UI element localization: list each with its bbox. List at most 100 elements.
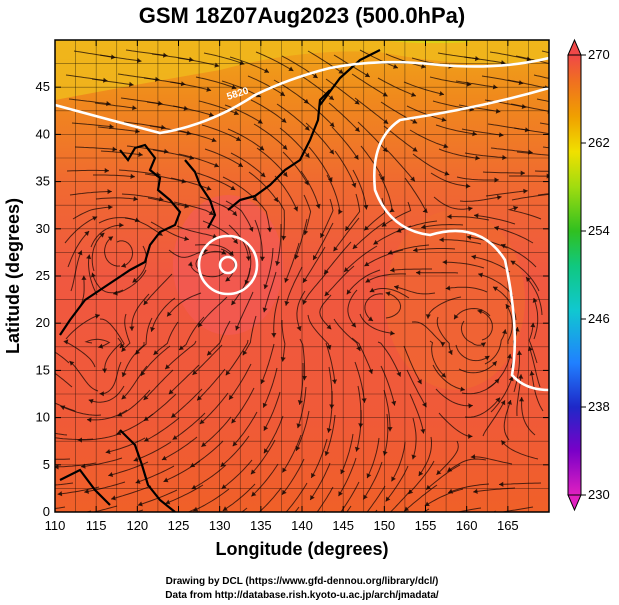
streamline-arrowhead [132, 105, 137, 111]
y-tick-label: 15 [36, 362, 50, 377]
streamline-arrowhead [412, 119, 418, 124]
streamline [470, 456, 513, 465]
streamline-arrowhead [280, 357, 286, 362]
streamline [235, 291, 254, 331]
streamline [490, 376, 513, 413]
streamline-arrowhead [518, 374, 524, 379]
streamline-arrowhead [363, 204, 369, 210]
streamline-arrowhead [413, 247, 418, 253]
streamline-arrowhead [105, 449, 111, 455]
streamline [464, 397, 501, 418]
streamline-arrowhead [86, 254, 92, 260]
streamline-arrowhead [260, 379, 266, 384]
streamline [340, 433, 354, 475]
streamline-arrowhead [529, 371, 535, 376]
streamline-arrowhead [232, 211, 237, 216]
contour-high-outer [197, 234, 259, 296]
streamline-arrowhead [356, 346, 361, 351]
chart-title: GSM 18Z07Aug2023 (500.0hPa) [139, 3, 465, 28]
streamline [403, 345, 422, 385]
streamline [99, 361, 122, 395]
streamline [513, 350, 520, 393]
streamline [250, 99, 287, 123]
streamline [262, 367, 278, 408]
streamline [406, 369, 427, 408]
streamline [201, 416, 232, 448]
streamline-arrowhead [421, 224, 426, 230]
streamline-arrowhead [411, 92, 416, 97]
streamline-arrowhead [263, 448, 269, 454]
streamline [307, 50, 344, 75]
streamline-arrowhead [468, 206, 473, 212]
streamline-arrowhead [230, 185, 236, 190]
streamline [343, 245, 378, 273]
streamline [55, 432, 68, 436]
streamline-arrowhead [63, 339, 69, 345]
streamline-arrowhead [84, 488, 89, 494]
streamline [65, 314, 100, 340]
colorbar-tick-label: 270 [588, 47, 610, 62]
streamline [325, 414, 336, 456]
streamline-arrowhead [99, 232, 105, 238]
streamline-arrowhead [327, 177, 333, 182]
streamline-arrowhead [351, 322, 356, 328]
streamline-arrowhead [311, 472, 316, 478]
streamline [135, 317, 153, 355]
streamline-arrowhead [26, 426, 31, 431]
streamline-arrowhead [532, 298, 538, 303]
streamline-arrowhead [233, 110, 239, 116]
streamline [500, 440, 539, 460]
streamline-arrowhead [248, 226, 254, 232]
y-tick-label: 45 [36, 79, 50, 94]
streamline-arrowhead [191, 484, 197, 490]
streamline-arrowhead [229, 394, 234, 400]
streamline-arrowhead [396, 227, 402, 233]
streamline [390, 268, 432, 272]
y-tick-label: 10 [36, 410, 50, 425]
streamline [131, 293, 150, 331]
streamline-arrowhead [303, 230, 309, 235]
streamline [194, 244, 234, 257]
streamline [436, 440, 459, 476]
streamline [143, 393, 177, 422]
streamline [117, 389, 151, 417]
streamline [331, 126, 359, 160]
streamline-arrowhead [440, 342, 446, 347]
streamline [93, 174, 135, 178]
streamline [264, 247, 274, 290]
streamline-arrowhead [302, 299, 308, 305]
streamline-arrowhead [242, 350, 248, 356]
streamline [55, 506, 66, 510]
streamline [302, 270, 329, 305]
streamline-arrowhead [498, 132, 504, 138]
streamline [409, 129, 449, 148]
streamline [225, 339, 249, 376]
streamline-arrowhead [385, 496, 391, 502]
streamline [359, 313, 395, 335]
streamline-arrowhead [197, 395, 202, 401]
streamline-arrowhead [474, 213, 479, 219]
streamline-arrowhead [502, 329, 508, 334]
streamline-arrowhead [382, 147, 388, 152]
colorbar-gradient [568, 55, 581, 495]
streamline-arrowhead [363, 494, 368, 500]
streamline-arrowhead [262, 402, 268, 408]
streamline [149, 125, 192, 135]
streamline [196, 172, 236, 191]
streamline [534, 170, 549, 172]
streamline [135, 465, 175, 484]
streamline-arrowhead [88, 398, 94, 404]
streamline [366, 437, 380, 479]
streamline-arrowhead [193, 506, 199, 512]
streamline [333, 318, 361, 352]
streamline [196, 368, 226, 401]
streamline-arrowhead [168, 389, 174, 395]
streamline-arrowhead [260, 172, 266, 177]
streamline [263, 391, 281, 431]
streamline-arrowhead [346, 289, 352, 295]
streamline-arrowhead [297, 400, 303, 405]
streamline-arrowhead [206, 185, 212, 191]
streamline [473, 214, 516, 225]
streamline-arrowhead [393, 64, 398, 69]
streamline-arrowhead [394, 284, 399, 290]
